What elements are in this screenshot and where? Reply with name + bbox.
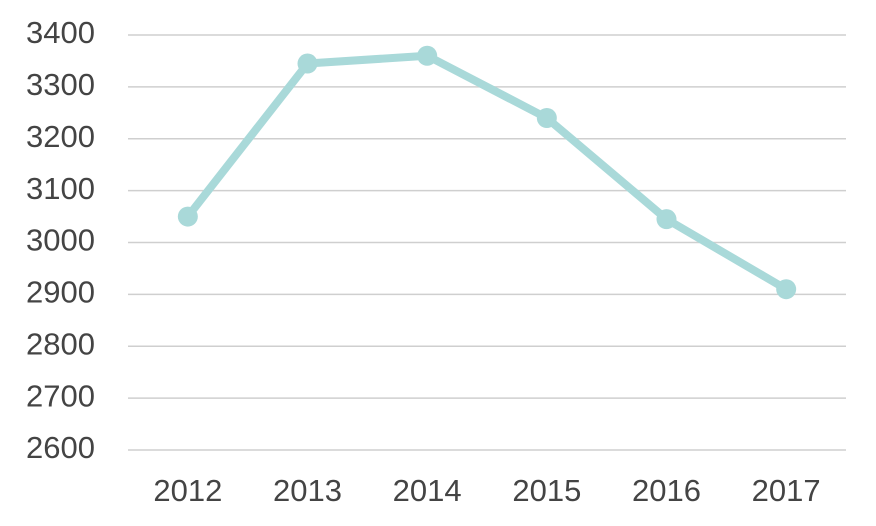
y-tick-label: 2600: [26, 430, 95, 465]
x-tick-label: 2012: [153, 473, 222, 508]
x-tick-label: 2015: [512, 473, 581, 508]
data-point: [417, 45, 438, 66]
y-tick-label: 3400: [26, 15, 95, 50]
data-point: [536, 108, 557, 128]
data-line: [183, 51, 791, 294]
data-point: [776, 279, 797, 300]
y-tick-label: 3100: [26, 171, 95, 206]
x-tick-label: 2016: [632, 473, 701, 508]
y-tick-label: 3000: [26, 223, 95, 258]
data-point: [656, 209, 677, 230]
y-tick-label: 3200: [26, 119, 95, 154]
x-tick-label: 2017: [752, 473, 821, 508]
y-tick-label: 2900: [26, 275, 95, 310]
y-tick-label: 2700: [26, 378, 95, 413]
x-tick-label: 2013: [273, 473, 342, 508]
y-tick-label: 3300: [26, 67, 95, 102]
y-tick-label: 2800: [26, 326, 95, 361]
data-point: [177, 206, 198, 227]
x-tick-label: 2014: [393, 473, 462, 508]
data-point: [297, 53, 318, 74]
